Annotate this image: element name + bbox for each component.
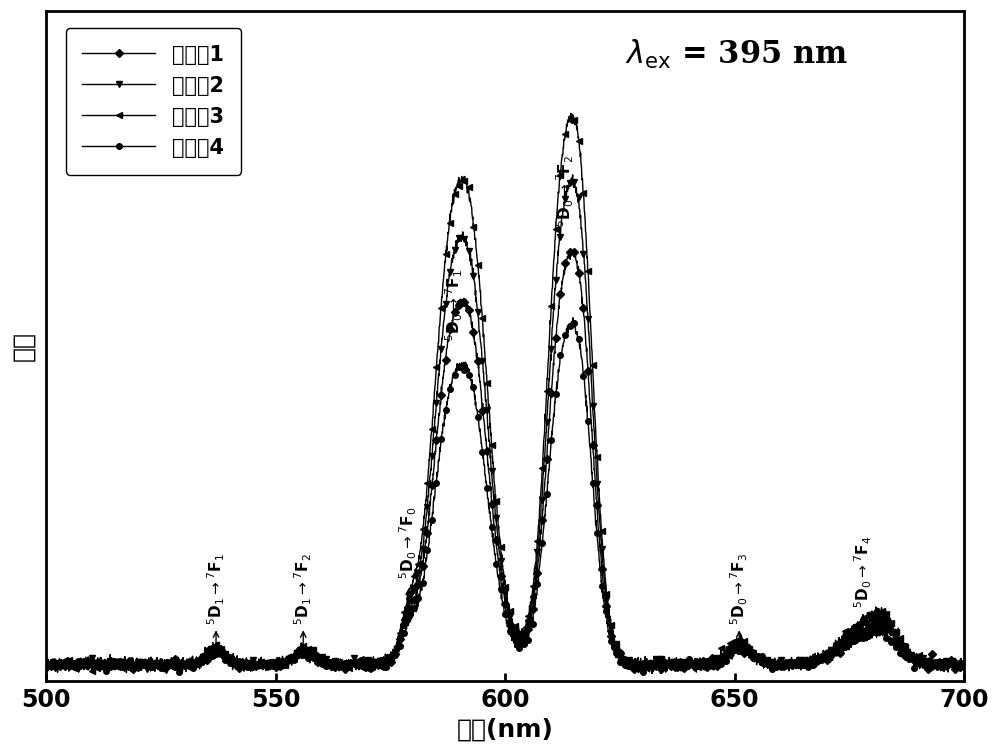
实施例1 xyxy=(432,418,444,427)
Line: 实施例4: 实施例4 xyxy=(43,315,967,675)
实施例2 xyxy=(941,658,953,667)
实施例1 xyxy=(941,658,953,667)
实施例1 xyxy=(393,647,405,656)
Legend: 实施例1, 实施例2, 实施例3, 实施例4: 实施例1, 实施例2, 实施例3, 实施例4 xyxy=(66,28,241,175)
实施例4 xyxy=(145,663,157,672)
Text: $^5$D$_0$$\to$$^7$F$_2$: $^5$D$_0$$\to$$^7$F$_2$ xyxy=(554,155,576,227)
Y-axis label: 强度: 强度 xyxy=(11,331,35,361)
实施例3 xyxy=(199,651,211,660)
实施例4 xyxy=(40,660,52,669)
实施例3 xyxy=(432,341,444,350)
实施例1 xyxy=(566,247,578,256)
实施例2 xyxy=(958,662,970,671)
X-axis label: 波长(nm): 波长(nm) xyxy=(457,718,554,742)
Text: $^5$D$_0$$\to$$^7$F$_3$: $^5$D$_0$$\to$$^7$F$_3$ xyxy=(729,553,750,624)
实施例3 xyxy=(842,630,854,639)
实施例2 xyxy=(842,633,854,642)
实施例3 xyxy=(565,109,577,118)
实施例3 xyxy=(958,656,970,665)
实施例3 xyxy=(40,662,52,671)
Text: $^5$D$_0$$\to$$^7$F$_4$: $^5$D$_0$$\to$$^7$F$_4$ xyxy=(852,535,874,608)
实施例2 xyxy=(393,642,405,651)
实施例1 xyxy=(145,661,157,670)
实施例3 xyxy=(145,657,157,666)
实施例4 xyxy=(842,641,854,650)
实施例1 xyxy=(842,633,854,642)
实施例4 xyxy=(941,663,953,672)
实施例3 xyxy=(392,636,404,645)
Text: $^5$D$_1$$\to$$^7$F$_2$: $^5$D$_1$$\to$$^7$F$_2$ xyxy=(293,553,314,624)
Text: $^5$D$_0$$\to$$^7$F$_1$: $^5$D$_0$$\to$$^7$F$_1$ xyxy=(444,269,465,340)
实施例2 xyxy=(432,373,444,383)
实施例2 xyxy=(40,660,52,669)
Text: $^5$D$_0$$\to$$^7$F$_0$: $^5$D$_0$$\to$$^7$F$_0$ xyxy=(398,507,419,579)
实施例1 xyxy=(200,651,212,660)
实施例4 xyxy=(567,313,579,322)
Line: 实施例3: 实施例3 xyxy=(43,110,968,677)
实施例1 xyxy=(120,668,132,677)
实施例4 xyxy=(432,456,444,465)
Line: 实施例2: 实施例2 xyxy=(43,172,968,675)
Text: $\lambda_{\rm ex}$ = 395 nm: $\lambda_{\rm ex}$ = 395 nm xyxy=(625,38,847,71)
实施例3 xyxy=(941,657,953,666)
实施例2 xyxy=(567,170,579,179)
Line: 实施例1: 实施例1 xyxy=(43,248,967,675)
Text: $^5$D$_1$$\to$$^7$F$_1$: $^5$D$_1$$\to$$^7$F$_1$ xyxy=(205,553,227,624)
实施例2 xyxy=(200,652,212,661)
实施例2 xyxy=(145,661,157,670)
实施例4 xyxy=(958,661,970,670)
实施例3 xyxy=(646,669,658,678)
实施例4 xyxy=(393,642,405,651)
实施例4 xyxy=(200,653,212,662)
实施例2 xyxy=(73,668,85,677)
实施例1 xyxy=(40,659,52,668)
实施例4 xyxy=(173,668,185,677)
实施例1 xyxy=(958,660,970,669)
